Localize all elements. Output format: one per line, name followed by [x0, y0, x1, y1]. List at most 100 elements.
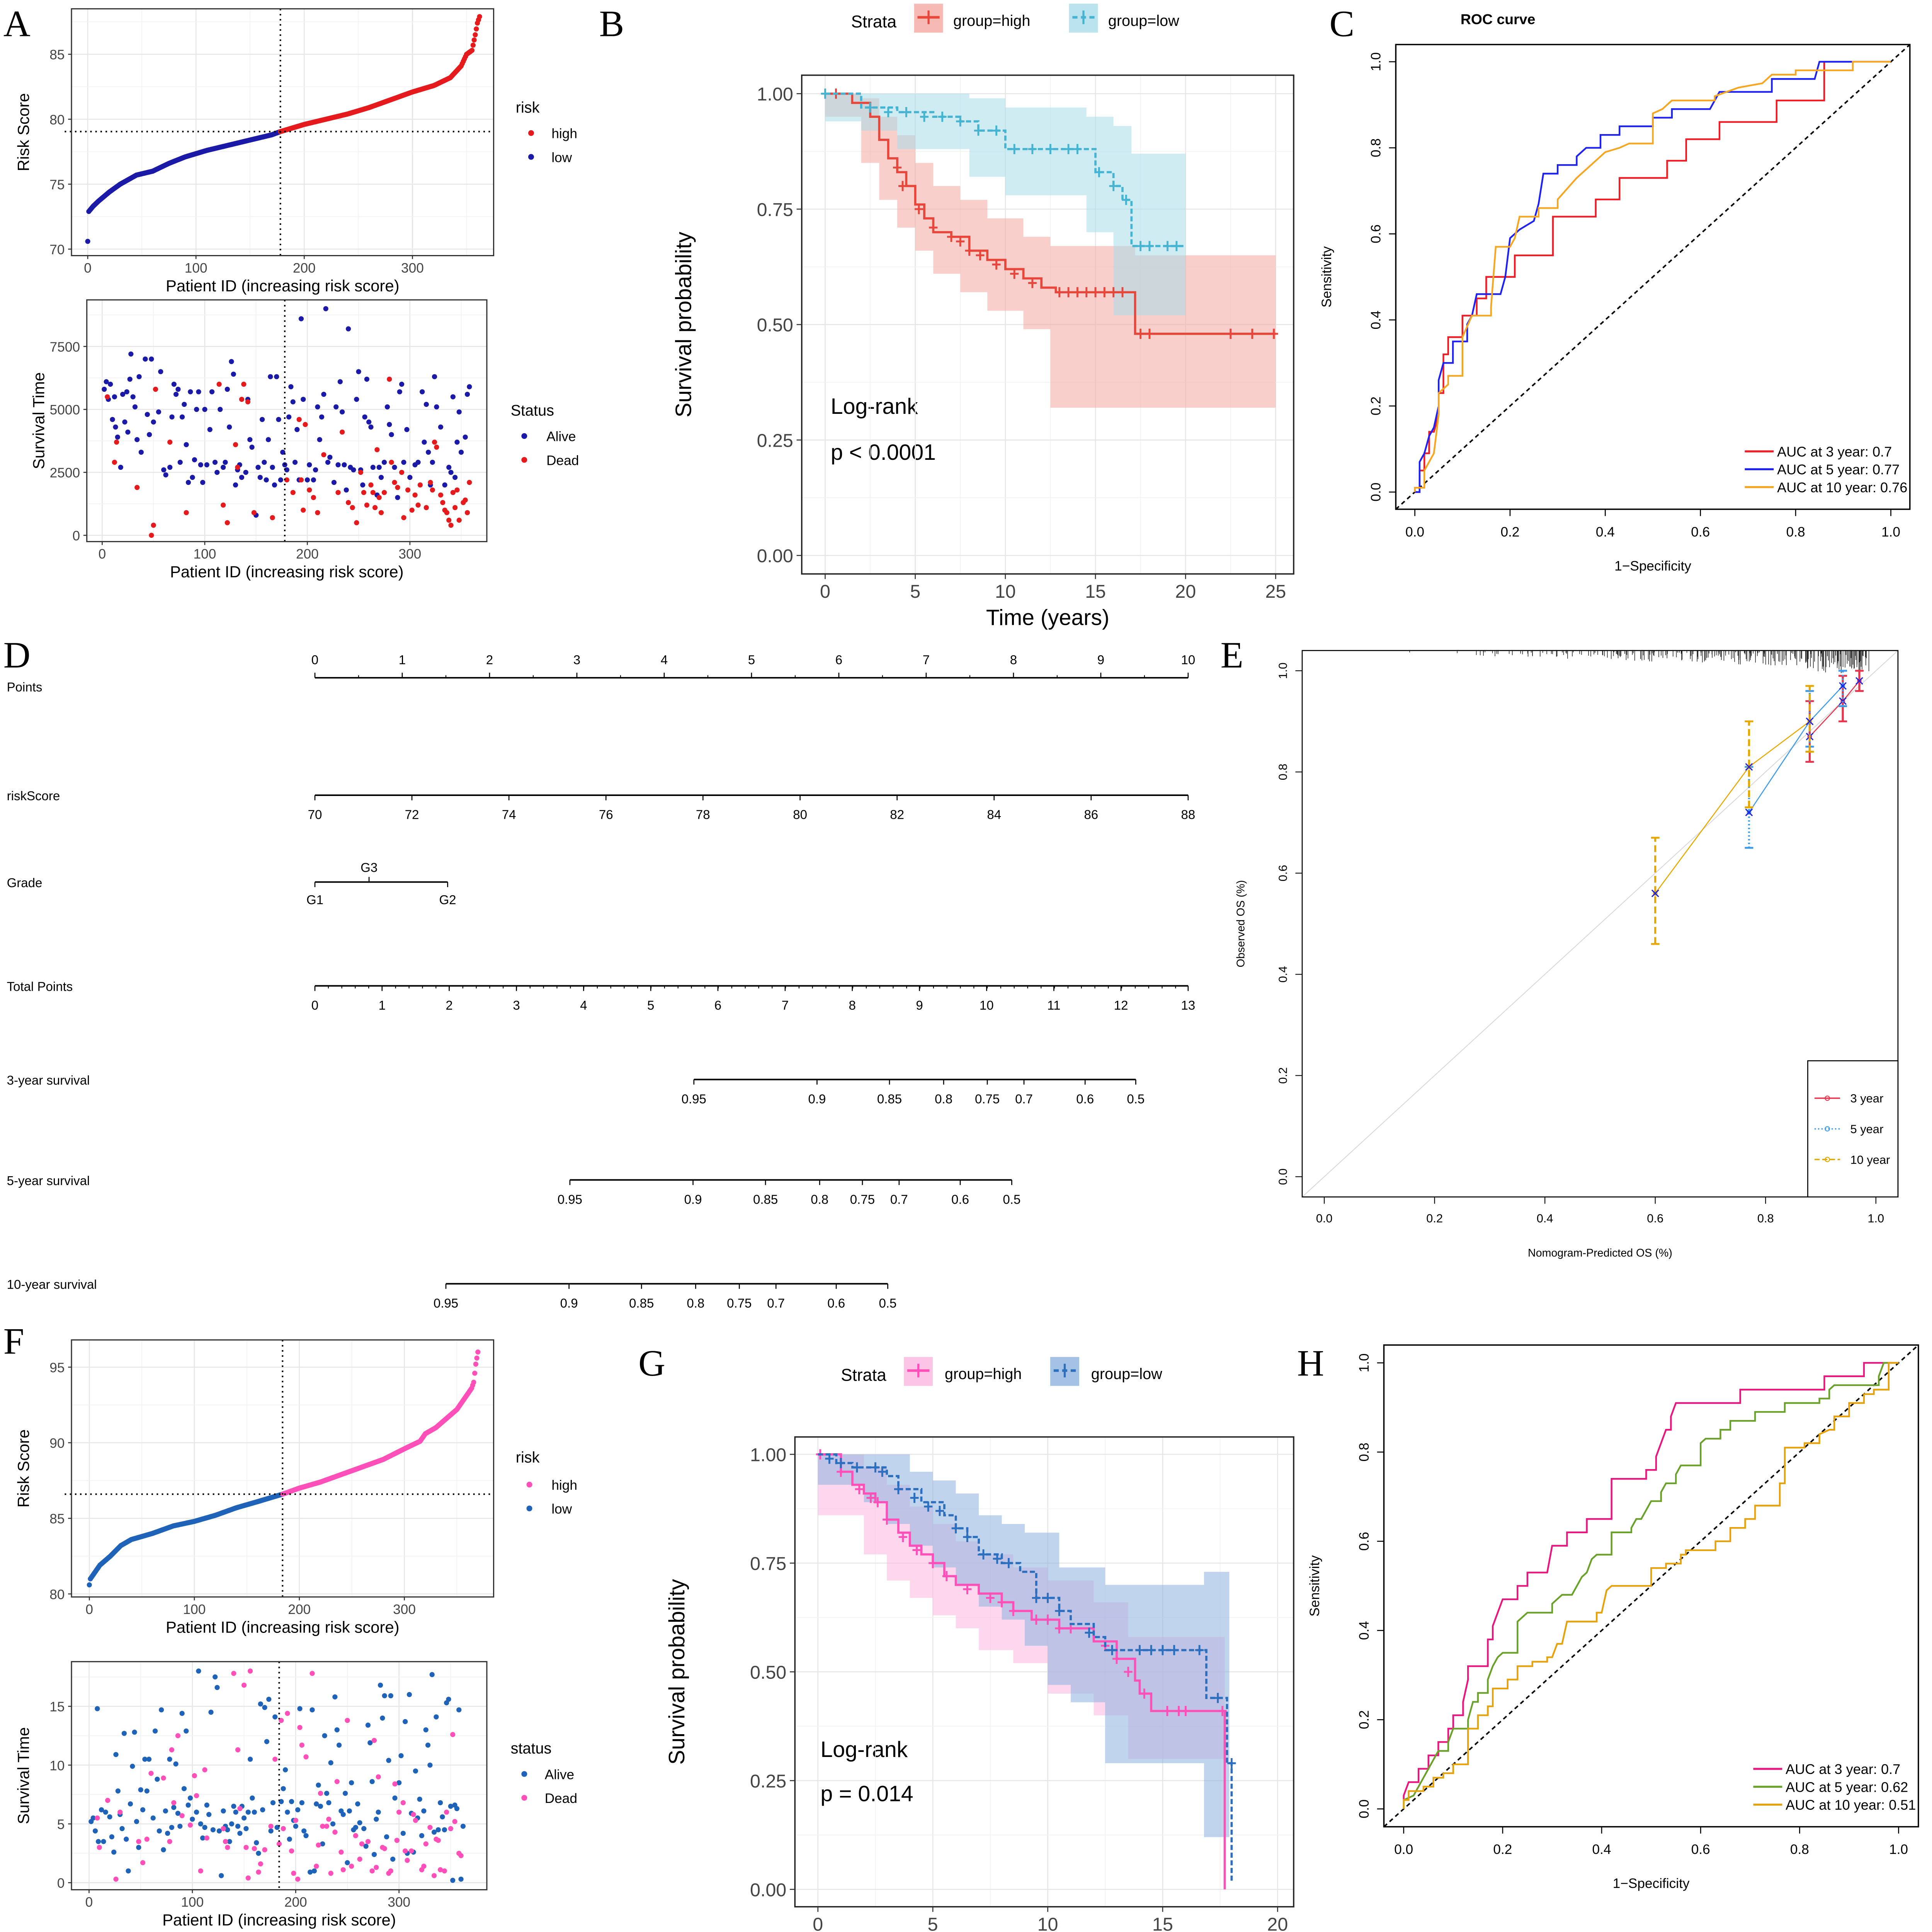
- nomogram-tick-label: 1: [379, 998, 386, 1012]
- data-point-dead: [314, 1864, 319, 1869]
- data-point-alive: [430, 459, 435, 465]
- data-point-dead: [247, 1668, 253, 1674]
- nomogram-tick-label: 2: [446, 998, 452, 1012]
- data-point-alive: [292, 459, 298, 465]
- data-point-alive: [181, 1786, 187, 1791]
- nomogram-tick-label: 5: [647, 998, 654, 1012]
- x-tick-label: 5: [910, 581, 920, 602]
- data-point-dead: [285, 1711, 290, 1716]
- x-tick-label: 200: [293, 261, 316, 276]
- y-tick-label: 0.2: [1276, 1067, 1289, 1084]
- x-tick-label: 300: [401, 261, 424, 276]
- data-point-alive: [140, 1807, 146, 1813]
- data-point-dead: [349, 1864, 354, 1869]
- data-point-dead: [378, 510, 384, 515]
- censor-mark: [956, 236, 965, 247]
- y-tick-label: 0.4: [1276, 966, 1289, 983]
- data-point-dead: [296, 417, 302, 422]
- censor-mark: [1112, 1653, 1121, 1664]
- x-tick-label: 20: [1267, 1914, 1288, 1932]
- data-point-alive: [208, 1709, 214, 1715]
- censor-mark: [878, 1466, 887, 1477]
- data-point-dead: [237, 1806, 243, 1811]
- data-point-dead: [243, 1845, 249, 1850]
- data-point-dead: [435, 1838, 441, 1843]
- data-point-alive: [163, 472, 168, 478]
- data-point-alive: [442, 1827, 447, 1833]
- roc-curve: [1414, 61, 1891, 492]
- data-point-alive: [122, 419, 128, 425]
- nomogram-tick-label: 8: [849, 998, 856, 1012]
- data-point-alive: [132, 1730, 137, 1735]
- data-point-dead: [281, 1826, 286, 1832]
- data-point-alive: [429, 1672, 435, 1677]
- data-point: [473, 1361, 478, 1367]
- x-tick-label: 0.0: [1394, 1842, 1413, 1857]
- data-point-alive: [95, 1706, 100, 1711]
- censor-mark: [866, 102, 875, 113]
- data-point-dead: [464, 510, 470, 515]
- censor-mark: [920, 111, 929, 122]
- x-tick-label: 300: [388, 1895, 410, 1910]
- y-tick-label: 0: [57, 1876, 65, 1891]
- data-point-dead: [364, 502, 369, 508]
- data-point-dead: [279, 1718, 284, 1723]
- x-tick-label: 25: [1265, 581, 1286, 602]
- data-point-alive: [295, 1807, 301, 1813]
- censor-mark: [866, 1493, 875, 1503]
- data-point-alive: [332, 1694, 338, 1700]
- censor-mark: [1163, 241, 1172, 252]
- legend-title-strata: Strata: [841, 1366, 886, 1384]
- y-tick-label: 5: [57, 1817, 65, 1832]
- censor-mark: [1145, 241, 1154, 252]
- y-tick-label: 0.0: [1369, 483, 1384, 502]
- censor-mark: [1009, 1605, 1018, 1616]
- data-point-alive: [454, 1806, 459, 1811]
- panel-letter-g: G: [638, 1342, 665, 1384]
- censor-mark: [912, 1545, 921, 1555]
- data-point-alive: [221, 1808, 226, 1814]
- data-point-alive: [159, 1707, 164, 1713]
- data-point-alive: [247, 1757, 253, 1762]
- panel-letter-b: B: [599, 3, 624, 44]
- data-point-alive: [113, 424, 118, 430]
- data-point-alive: [138, 1787, 143, 1793]
- data-point-alive: [434, 404, 439, 410]
- data-point-alive: [460, 1823, 466, 1829]
- data-point-alive: [177, 459, 183, 465]
- data-point-dead: [372, 505, 378, 510]
- data-point-alive: [364, 376, 369, 382]
- data-point-dead: [221, 1826, 226, 1832]
- data-point-alive: [136, 374, 142, 379]
- observed-x-mark: [1806, 717, 1814, 725]
- data-point-alive: [357, 1820, 362, 1825]
- data-point-alive: [118, 464, 123, 470]
- data-point-dead: [112, 459, 117, 465]
- legend-title-strata: Strata: [851, 12, 897, 31]
- data-point-dead: [353, 1833, 358, 1838]
- data-point-alive: [113, 1752, 119, 1757]
- data-point-dead: [223, 1839, 228, 1844]
- data-point-alive: [194, 406, 199, 412]
- data-point-alive: [421, 1808, 427, 1814]
- data-point-alive: [194, 1810, 199, 1815]
- censor-mark: [1028, 144, 1037, 155]
- data-point-dead: [235, 1747, 241, 1753]
- nomogram-row-label: Points: [7, 680, 43, 694]
- y-tick-label: 0.8: [1276, 764, 1289, 780]
- data-point-dead: [175, 1733, 181, 1738]
- data-point-alive: [340, 409, 345, 415]
- data-point-alive: [177, 1823, 183, 1829]
- data-point-dead: [284, 477, 289, 483]
- y-tick-label: 10: [49, 1758, 65, 1773]
- data-point-dead: [251, 510, 257, 515]
- diagonal-reference-line: [1383, 1344, 1919, 1828]
- y-axis-label: Survival Time: [14, 1727, 32, 1824]
- y-axis-label: Sensitivity: [1307, 1555, 1322, 1617]
- logrank-pvalue: p < 0.0001: [831, 440, 936, 465]
- y-tick-label: 0: [72, 529, 80, 544]
- data-point-dead: [332, 1829, 338, 1835]
- data-point-alive: [316, 1782, 321, 1788]
- data-point-dead: [371, 1738, 377, 1743]
